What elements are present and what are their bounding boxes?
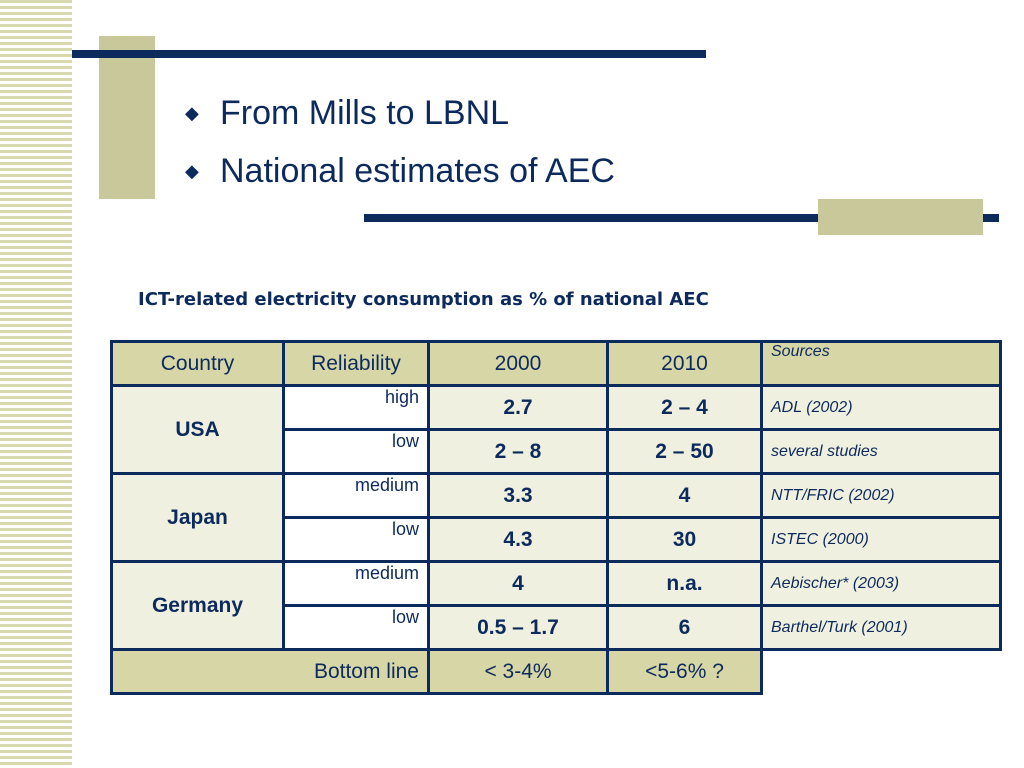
decorative-block-left [99,36,155,199]
value-2000-cell: 0.5 – 1.7 [427,604,609,651]
bullet-item: ◆ National estimates of AEC [185,142,615,200]
reliability-cell: low [282,604,430,651]
table-row: Japan medium 3.3 4 NTT/FRIC (2002) [110,472,1002,563]
reliability-cell: high [282,384,430,431]
value-2000-cell: 4 [427,560,609,607]
header-2000: 2000 [427,340,609,387]
aec-table: Country Reliability 2000 2010 Sources US… [110,340,1002,695]
table-caption: ICT-related electricity consumption as %… [138,289,709,310]
value-2000-cell: 4.3 [427,516,609,563]
source-cell: ADL (2002) [760,384,1002,431]
table-row: low 4.3 30 ISTEC (2000) [112,516,1002,563]
country-cell: Japan [110,472,285,563]
country-cell: Germany [110,560,285,651]
decorative-block-right [818,199,983,235]
value-2010-cell: 2 – 4 [606,384,763,431]
value-2010-cell: 30 [606,516,763,563]
decorative-stripes [0,0,72,768]
bottom-line-label: Bottom line [110,648,430,695]
reliability-cell: low [282,516,430,563]
bullet-list: ◆ From Mills to LBNL ◆ National estimate… [185,84,615,200]
header-2010: 2010 [606,340,763,387]
table-row: Germany medium 4 n.a. Aebischer* (2003) [110,560,1002,651]
header-reliability: Reliability [282,340,430,387]
source-cell: NTT/FRIC (2002) [760,472,1002,519]
bottom-line-row: Bottom line < 3-4% <5-6% ? [110,648,1001,695]
diamond-bullet-icon: ◆ [185,102,199,123]
country-cell: USA [110,384,285,475]
bottom-line-2000: < 3-4% [427,648,609,695]
decorative-rule-top [72,50,706,58]
bullet-text: National estimates of AEC [220,151,615,190]
table-row: low 0.5 – 1.7 6 Barthel/Turk (2001) [112,604,1002,651]
header-sources: Sources [760,340,1002,387]
bottom-line-2010: <5-6% ? [606,648,763,695]
source-cell: ISTEC (2000) [760,516,1002,563]
value-2010-cell: 2 – 50 [606,428,763,475]
table-header-row: Country Reliability 2000 2010 Sources [110,340,1002,387]
table-row: USA high 2.7 2 – 4 ADL (2002) [110,384,1002,475]
table-row: low 2 – 8 2 – 50 several studies [112,428,1002,475]
decorative-rule-middle [364,214,999,222]
value-2000-cell: 2 – 8 [427,428,609,475]
reliability-cell: medium [282,560,430,607]
reliability-cell: low [282,428,430,475]
empty-cell [762,650,1001,694]
value-2010-cell: 6 [606,604,763,651]
value-2010-cell: 4 [606,472,763,519]
header-country: Country [110,340,285,387]
source-cell: several studies [760,428,1002,475]
reliability-cell: medium [282,472,430,519]
value-2010-cell: n.a. [606,560,763,607]
source-cell: Aebischer* (2003) [760,560,1002,607]
value-2000-cell: 2.7 [427,384,609,431]
bullet-item: ◆ From Mills to LBNL [185,84,615,142]
diamond-bullet-icon: ◆ [185,160,199,181]
bullet-text: From Mills to LBNL [220,93,510,132]
source-cell: Barthel/Turk (2001) [760,604,1002,651]
value-2000-cell: 3.3 [427,472,609,519]
